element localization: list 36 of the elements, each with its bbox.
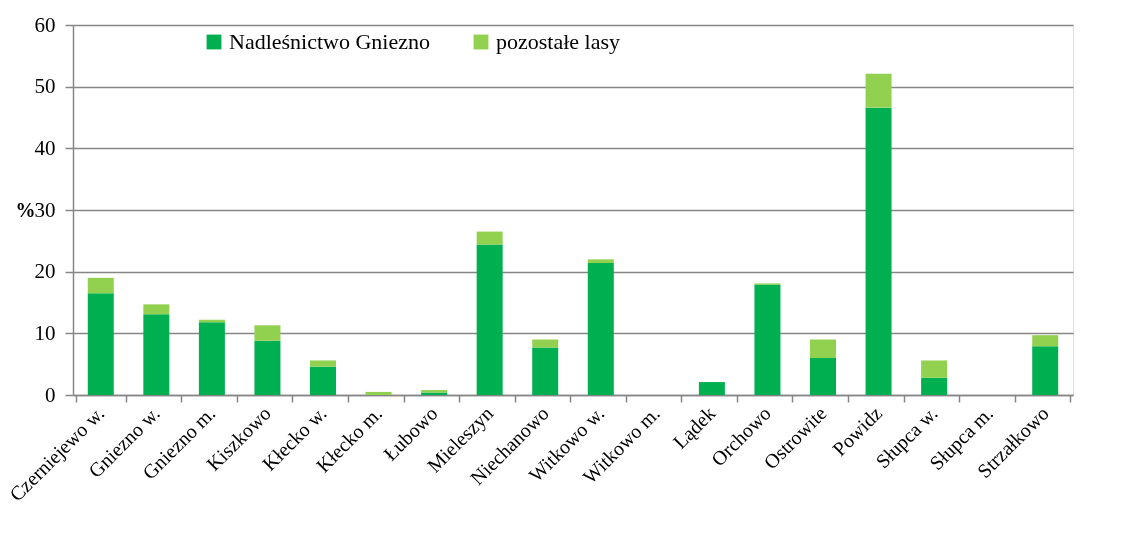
y-tick-label: 10 — [34, 320, 56, 345]
bar — [87, 277, 114, 294]
bar — [476, 244, 503, 395]
y-axis-title: % — [15, 198, 36, 221]
bar — [198, 322, 225, 395]
y-tick-label: 20 — [34, 259, 56, 284]
legend-label: Nadleśnictwo Gniezno — [229, 29, 430, 54]
bar — [921, 377, 948, 395]
bar — [587, 263, 614, 395]
bar — [143, 304, 170, 315]
bar — [865, 107, 892, 395]
legend-label: pozostałe lasy — [496, 29, 621, 54]
bar — [87, 293, 114, 395]
bar — [310, 360, 336, 367]
bar — [587, 259, 614, 264]
y-tick-label: 40 — [34, 135, 56, 160]
bar — [310, 366, 336, 395]
bar — [1032, 346, 1059, 395]
bar — [254, 325, 281, 341]
bar — [810, 339, 836, 358]
bar — [1032, 335, 1059, 347]
bar — [865, 73, 892, 108]
y-tick-label: 0 — [45, 382, 56, 407]
bar — [143, 314, 170, 395]
bar — [365, 391, 392, 395]
bar — [921, 360, 948, 378]
bar — [476, 231, 503, 245]
bar — [698, 382, 725, 395]
y-tick-label: 30 — [34, 197, 56, 222]
bar — [532, 347, 559, 395]
bar — [532, 339, 559, 348]
bar — [754, 284, 781, 395]
bar — [254, 340, 281, 395]
y-tick-label: 60 — [34, 12, 56, 37]
bar — [810, 358, 836, 395]
y-tick-label: 50 — [34, 74, 56, 99]
